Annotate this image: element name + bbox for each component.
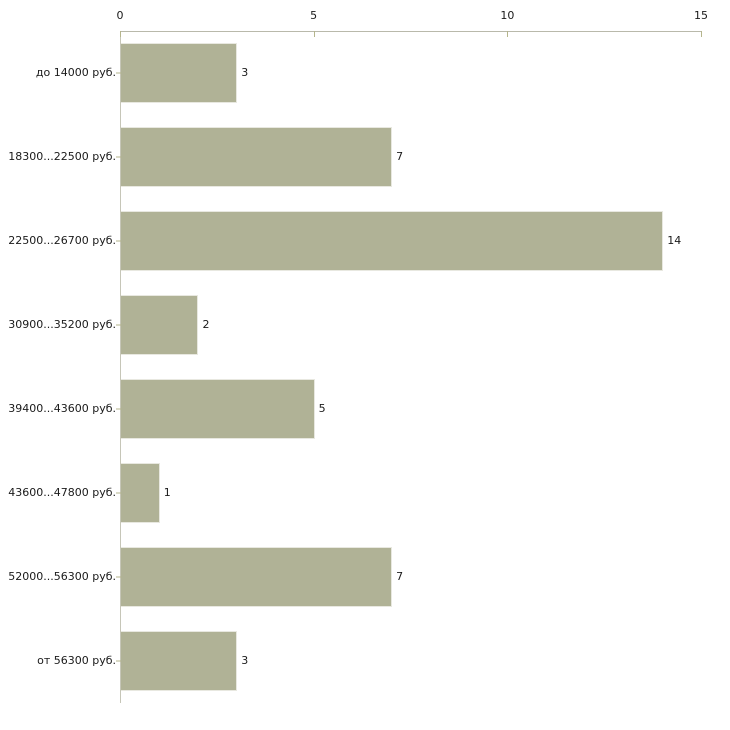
category-label: 43600...47800 руб. (8, 486, 116, 499)
category-tick (116, 576, 121, 578)
bar-value-label: 7 (396, 570, 404, 583)
bar-value-label: 7 (396, 150, 404, 163)
category-label: 18300...22500 руб. (8, 150, 116, 163)
bar-value-label: 3 (241, 654, 249, 667)
x-tick-label: 10 (500, 9, 515, 22)
x-tick-label: 5 (310, 9, 318, 22)
x-axis-line (120, 31, 701, 32)
x-tick-0 (120, 31, 121, 37)
bar-value-label: 5 (318, 402, 326, 415)
category-label: от 56300 руб. (37, 654, 116, 667)
bar[interactable] (121, 43, 238, 103)
x-tick-10 (507, 31, 509, 37)
category-tick (116, 72, 121, 74)
category-label: 39400...43600 руб. (8, 402, 116, 415)
bar[interactable] (121, 547, 393, 607)
category-label: 30900...35200 руб. (8, 318, 116, 331)
category-tick (116, 492, 121, 494)
category-label: 22500...26700 руб. (8, 234, 116, 247)
x-tick-5 (313, 31, 315, 37)
bar[interactable] (121, 463, 160, 523)
category-tick (116, 408, 121, 410)
bar[interactable] (121, 211, 664, 271)
bar[interactable] (121, 295, 199, 355)
category-tick (116, 240, 121, 242)
x-tick-label: 0 (116, 9, 124, 22)
bar-value-label: 1 (163, 486, 171, 499)
category-label: 52000...56300 руб. (8, 570, 116, 583)
bar-value-label: 14 (667, 234, 682, 247)
category-label: до 14000 руб. (35, 66, 116, 79)
bar[interactable] (121, 631, 238, 691)
bar-value-label: 3 (241, 66, 249, 79)
bar[interactable] (121, 127, 393, 187)
bar[interactable] (121, 379, 315, 439)
y-axis-line (120, 31, 121, 703)
x-tick-label: 15 (694, 9, 708, 22)
category-tick (116, 156, 121, 158)
category-tick (116, 660, 121, 662)
x-tick-15 (701, 31, 702, 37)
bar-value-label: 2 (202, 318, 210, 331)
category-tick (116, 324, 121, 326)
